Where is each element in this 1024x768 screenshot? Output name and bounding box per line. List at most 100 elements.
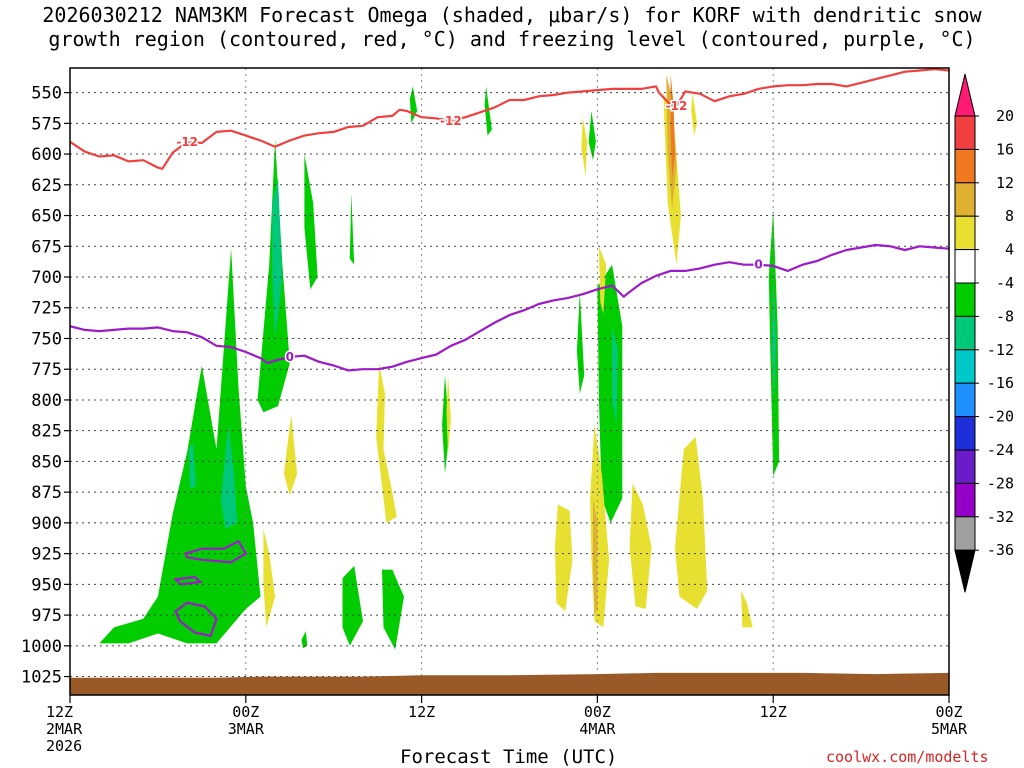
- x-axis-title: Forecast Time (UTC): [400, 746, 618, 768]
- colorbar-swatch-13: [954, 516, 976, 551]
- colorbar-swatch-10: [954, 416, 976, 451]
- colorbar-swatch-9: [954, 382, 976, 418]
- omega-region-34-level-12: [670, 74, 675, 179]
- omega-region-2-level--8: [304, 154, 318, 290]
- colorbar-label-16: 16: [996, 140, 1014, 158]
- x-tick-label-48-1: 12Z: [760, 703, 787, 721]
- freezing-level-loop-2: [174, 601, 218, 638]
- y-tick-label-575: 575: [31, 114, 62, 134]
- colorbar-label-8: 8: [1005, 207, 1014, 225]
- freezing-level-contour: [70, 243, 949, 372]
- colorbar-swatch-5: [954, 249, 976, 284]
- y-tick-label-900: 900: [31, 514, 62, 534]
- y-tick-label-800: 800: [31, 391, 62, 411]
- x-tick-label-0-3: 2026: [46, 737, 82, 755]
- colorbar-label--28: -28: [987, 474, 1014, 492]
- y-tick-label-950: 950: [31, 575, 62, 595]
- omega-region-4-level--8: [409, 86, 418, 124]
- omega-region-0-level--8: [99, 248, 261, 644]
- y-tick-label-825: 825: [31, 422, 62, 442]
- colorbar-label--4: -4: [996, 274, 1014, 292]
- colorbar-label--8: -8: [996, 307, 1014, 325]
- freezing-level-contour-label-0: 0: [286, 350, 294, 364]
- y-tick-label-650: 650: [31, 207, 62, 227]
- chart-title-line-2: growth region (contoured, red, °C) and f…: [48, 27, 976, 51]
- y-tick-label-850: 850: [31, 452, 62, 472]
- dgz-minus12-contour-label-0: -12: [176, 135, 198, 149]
- y-tick-label-1025: 1025: [21, 668, 62, 688]
- x-tick-label-12-1: 00Z: [232, 703, 259, 721]
- omega-region-22-level-4: [446, 375, 451, 456]
- omega-region-27-level-4: [629, 483, 652, 609]
- x-tick-label-60-1: 00Z: [935, 703, 962, 721]
- y-tick-label-725: 725: [31, 299, 62, 319]
- omega-region-29-level-4: [691, 92, 697, 136]
- colorbar-bottom-arrow: [954, 549, 976, 593]
- colorbar-top-arrow: [954, 73, 976, 117]
- omega-region-11-level--8: [597, 264, 623, 523]
- colorbar-swatch-12: [954, 482, 976, 518]
- freezing-level-loop-1: [172, 575, 204, 586]
- x-tick-label-24-1: 12Z: [408, 703, 435, 721]
- colorbar-label--20: -20: [987, 408, 1014, 426]
- omega-region-20-level-4: [263, 529, 276, 628]
- colorbar-swatch-3: [954, 182, 976, 217]
- terrain-layer: [70, 672, 949, 695]
- omega-region-5-level--8: [342, 565, 363, 646]
- chart-title-line-1: 2026030212 NAM3KM Forecast Omega (shaded…: [42, 3, 982, 27]
- colorbar-label--16: -16: [987, 374, 1014, 392]
- omega-region-14-level--12: [220, 424, 237, 529]
- freezing-level-loop-0: [184, 539, 248, 564]
- y-tick-label-550: 550: [31, 84, 62, 104]
- omega-region-15-level--12: [272, 178, 283, 339]
- colorbar-label--12: -12: [987, 341, 1014, 359]
- y-tick-label-1000: 1000: [21, 637, 62, 657]
- dgz-minus12-contour: [70, 68, 949, 170]
- omega-shading-layer: [99, 74, 780, 650]
- y-tick-label-750: 750: [31, 329, 62, 349]
- omega-region-26-level-4: [554, 504, 573, 612]
- y-tick-label-625: 625: [31, 176, 62, 196]
- colorbar-swatch-4: [954, 215, 976, 251]
- y-tick-label-925: 925: [31, 545, 62, 565]
- plot-frame: [69, 67, 950, 696]
- x-tick-label-0-1: 12Z: [46, 703, 73, 721]
- terrain-surface: [70, 672, 949, 695]
- omega-region-16-level--12: [188, 443, 196, 489]
- omega-region-9-level--8: [576, 291, 585, 394]
- colorbar-swatch-1: [954, 115, 976, 150]
- y-tick-label-700: 700: [31, 268, 62, 288]
- omega-region-33-level-8: [593, 498, 598, 616]
- dgz-minus12-contour-label-1: -12: [440, 114, 462, 128]
- colorbar-label--32: -32: [987, 508, 1014, 526]
- colorbar-swatch-7: [954, 315, 976, 351]
- pressure-axis: 550 575 600 625 650 675 700 725 750 775 800 825 850 8…: [21, 84, 70, 688]
- omega-region-3-level--8: [349, 193, 355, 265]
- colorbar-label-20: 20: [996, 107, 1014, 125]
- omega-region-10-level--8: [588, 111, 596, 161]
- x-tick-label-12-2: 3MAR: [228, 720, 265, 738]
- colorbar-swatch-6: [954, 282, 976, 317]
- contour-layer: -12 -12 -12 0 0: [70, 68, 949, 638]
- colorbar: 20 16 12 8 4 -4 -8 -12 -16 -20 -24 -28 -32 -36: [954, 73, 1014, 593]
- x-tick-label-36-1: 00Z: [584, 703, 611, 721]
- omega-region-19-level-4: [283, 414, 298, 496]
- site-credit: coolwx.com/modelts: [826, 748, 989, 766]
- colorbar-label--36: -36: [987, 541, 1014, 559]
- y-tick-label-675: 675: [31, 237, 62, 257]
- y-tick-label-600: 600: [31, 145, 62, 165]
- colorbar-swatch-8: [954, 349, 976, 384]
- colorbar-swatch-2: [954, 148, 976, 184]
- colorbar-label-12: 12: [996, 174, 1014, 192]
- omega-region-23-level-4: [581, 117, 588, 177]
- omega-region-21-level-4: [376, 363, 397, 523]
- omega-region-24-level-4: [598, 246, 607, 314]
- omega-region-30-level-4: [675, 436, 708, 609]
- colorbar-swatch-11: [954, 449, 976, 484]
- omega-region-6-level--8: [382, 569, 404, 650]
- x-tick-label-60-2: 5MAR: [931, 720, 968, 738]
- freezing-level-contour-label-1: 0: [754, 258, 762, 272]
- y-tick-label-975: 975: [31, 606, 62, 626]
